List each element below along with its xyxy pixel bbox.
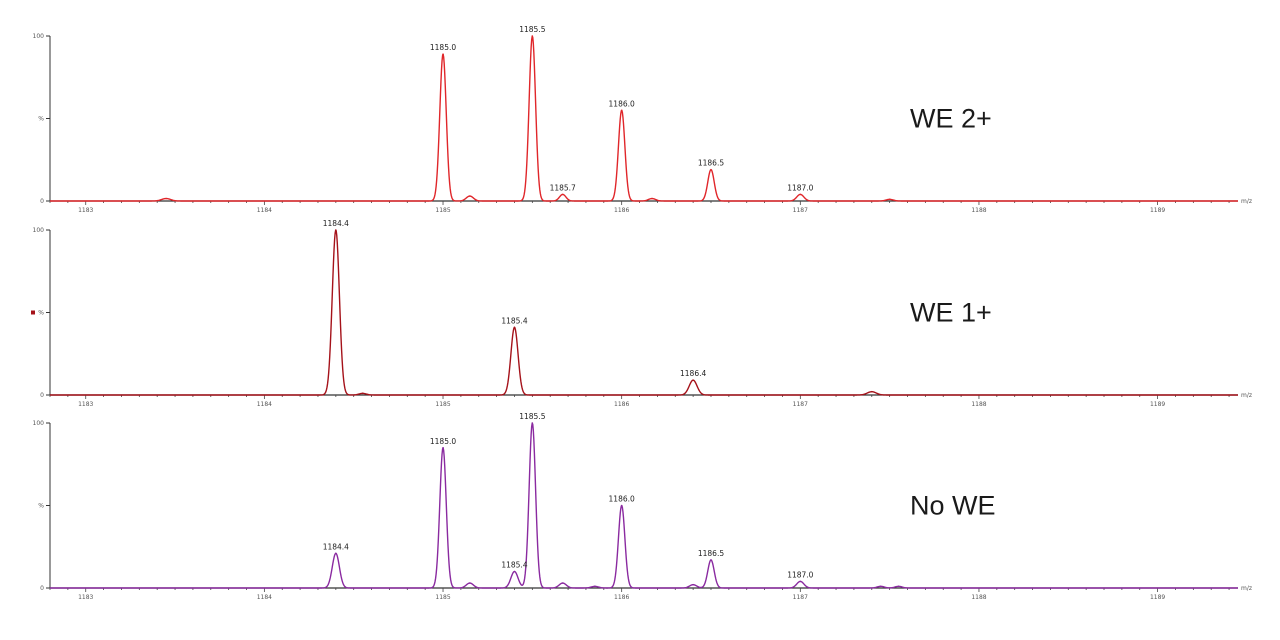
peak-point [469, 195, 471, 197]
peak-label: 1186.0 [609, 99, 635, 108]
peak-label: 1185.4 [501, 316, 527, 325]
peak-point [442, 446, 444, 449]
peak-label: 1185.4 [501, 561, 527, 570]
peak-point [531, 35, 534, 37]
spectrum-panel-1: 0% 100 1183 1184 1185 1186 1187 1188 1189 m/z 1185… [33, 25, 1252, 214]
x-tick-label: 1188 [971, 207, 986, 214]
peak-point [594, 585, 596, 588]
x-tick-label: 1188 [971, 401, 986, 408]
peak-point [692, 379, 694, 381]
peak-point [442, 53, 444, 55]
y-tick-label: 0 [40, 392, 44, 399]
peak-point [361, 392, 364, 395]
x-tick-label: 1187 [793, 207, 808, 214]
peak-point [879, 585, 882, 588]
peak-point [469, 582, 471, 584]
peak-label: 1185.0 [430, 43, 456, 52]
x-axis-unit: m/z [1241, 198, 1252, 205]
peak-label: 1185.7 [550, 183, 576, 192]
y-tick-label: % [38, 310, 44, 317]
peak-point [692, 583, 694, 586]
y-tick-label: 100 [33, 420, 45, 427]
x-tick-label: 1186 [614, 401, 629, 408]
x-tick-label: 1185 [435, 594, 450, 601]
peak-label: 1184.4 [323, 219, 349, 228]
panel-title: No WE [910, 491, 996, 521]
peak-point [513, 570, 516, 573]
peak-label: 1186.5 [698, 159, 724, 168]
panel-title: WE 1+ [910, 298, 992, 328]
x-tick-label: 1186 [614, 207, 629, 214]
peak-point [870, 390, 873, 393]
y-tick-label: 100 [33, 33, 45, 40]
peak-point [513, 326, 516, 329]
x-tick-label: 1183 [78, 207, 93, 214]
x-axis-unit: m/z [1241, 392, 1252, 399]
x-tick-label: 1189 [1150, 207, 1165, 214]
peak-point [165, 197, 167, 200]
peak-point [651, 197, 653, 200]
peak-point [897, 585, 900, 588]
peak-point [561, 582, 564, 584]
spectrum-panel-3: 0% 100 1183 1184 1185 1186 1187 1188 1189 m/z 1184… [33, 412, 1252, 601]
peak-point [710, 559, 712, 561]
peak-label: 1184.4 [323, 542, 349, 551]
spectrum-trace [49, 422, 1239, 589]
x-tick-label: 1184 [257, 594, 272, 601]
spectrum-trace [49, 35, 1239, 202]
peak-label: 1185.5 [519, 412, 545, 421]
peak-point [799, 580, 802, 583]
panel-title: WE 2+ [910, 104, 992, 134]
x-tick-label: 1189 [1150, 401, 1165, 408]
series-marker [31, 310, 35, 315]
peak-point [888, 198, 891, 201]
peak-point [335, 229, 337, 231]
peak-label: 1185.5 [519, 25, 545, 34]
peak-point [335, 552, 337, 555]
peak-label: 1187.0 [787, 570, 813, 579]
x-tick-label: 1186 [614, 594, 629, 601]
spectrum-trace [49, 229, 1239, 396]
peak-point [710, 168, 712, 171]
peak-label: 1186.5 [698, 549, 724, 558]
peak-point [799, 193, 802, 196]
x-tick-label: 1188 [971, 594, 986, 601]
peak-label: 1187.0 [787, 183, 813, 192]
x-tick-label: 1183 [78, 401, 93, 408]
peak-label: 1185.0 [430, 437, 456, 446]
x-tick-label: 1187 [793, 594, 808, 601]
y-tick-label: % [38, 116, 44, 123]
x-axis-unit: m/z [1241, 585, 1252, 592]
x-tick-label: 1185 [435, 401, 450, 408]
peak-label: 1186.0 [609, 495, 635, 504]
x-tick-label: 1184 [257, 207, 272, 214]
y-tick-label: 0 [40, 198, 44, 205]
peak-point [561, 193, 564, 196]
y-tick-label: 100 [33, 227, 45, 234]
spectrum-panel-2: 0% 100 1183 1184 1185 1186 1187 1188 1189 m/z 1184… [31, 219, 1252, 408]
peak-point [620, 504, 623, 507]
x-tick-label: 1189 [1150, 594, 1165, 601]
peak-label: 1186.4 [680, 369, 706, 378]
x-tick-label: 1185 [435, 207, 450, 214]
x-tick-label: 1184 [257, 401, 272, 408]
peak-point [620, 109, 623, 112]
y-tick-label: % [38, 503, 44, 510]
x-tick-label: 1183 [78, 594, 93, 601]
y-tick-label: 0 [40, 585, 44, 592]
x-tick-label: 1187 [793, 401, 808, 408]
peak-point [531, 422, 534, 424]
